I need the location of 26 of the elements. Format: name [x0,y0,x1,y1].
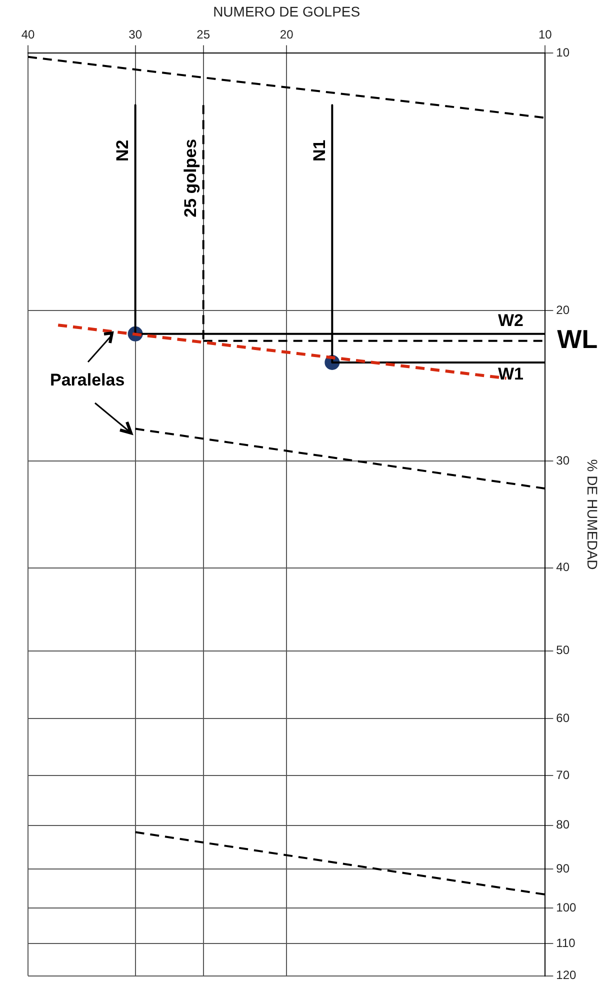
y-tick-label: 40 [556,560,570,574]
y-tick-label: 20 [556,302,570,317]
x-tick-label: 25 [196,27,210,42]
y-tick-label: 80 [556,818,570,832]
x-tick-label: 40 [21,27,35,42]
y-tick-label: 10 [556,46,570,60]
annotation: WL [557,324,598,354]
x-tick-label: 10 [538,27,552,42]
x-tick-label: 30 [128,27,142,42]
x-axis-title: NUMERO DE GOLPES [213,3,360,20]
y-tick-label: 70 [556,768,570,782]
y-tick-label: 110 [556,936,576,950]
annotation: W1 [498,364,524,384]
annotation: N2 [113,140,132,162]
y-tick-label: 100 [556,900,577,914]
x-tick-label: 20 [280,27,294,42]
annotation: N1 [310,140,329,162]
y-tick-label: 90 [556,861,570,876]
annotation: 25 golpes [181,138,200,218]
annotation: W2 [498,311,524,330]
y-axis-title: % DE HUMEDAD [584,459,601,570]
y-tick-label: 30 [556,453,570,468]
y-tick-label: 120 [556,968,577,982]
annotation: Paralelas [50,370,125,390]
y-tick-label: 50 [556,643,570,658]
y-tick-label: 60 [556,710,570,725]
